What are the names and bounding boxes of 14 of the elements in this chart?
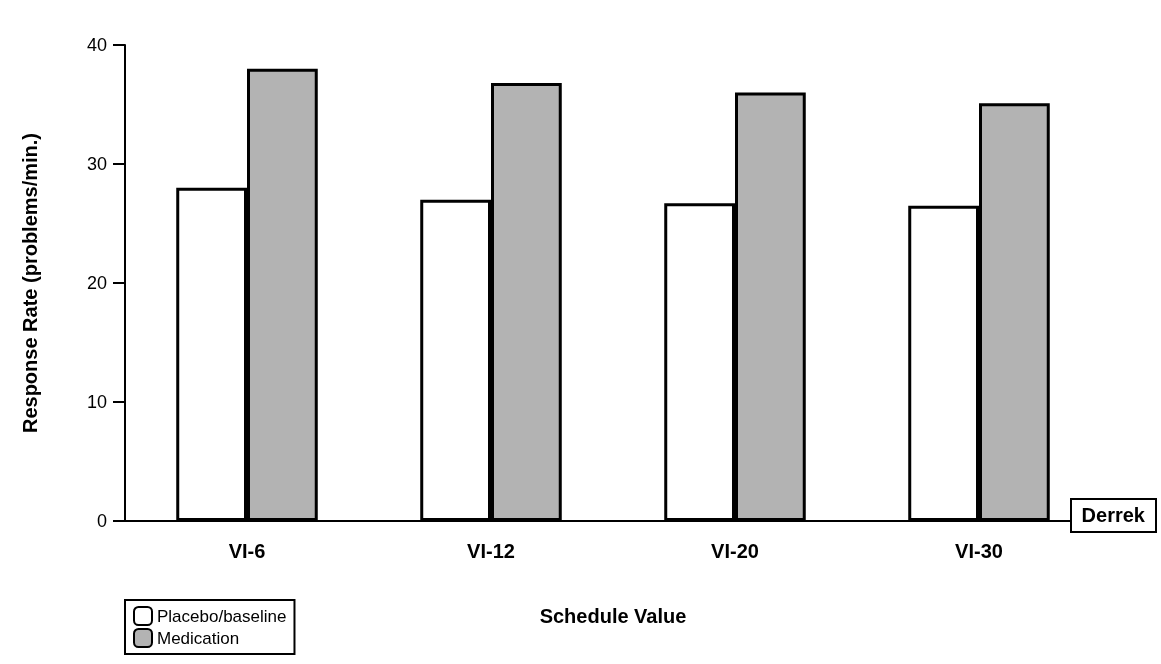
x-tick-label: VI-12 (467, 540, 515, 562)
y-tick-label: 0 (96, 511, 107, 531)
y-tick-label: 40 (86, 35, 107, 55)
legend-label: Medication (157, 628, 240, 648)
annotation: Derrek (1069, 498, 1157, 533)
y-tick-label: 10 (86, 392, 107, 412)
y-tick-label: 20 (86, 273, 107, 293)
x-tick-label: VI-6 (228, 540, 266, 562)
x-tick-label: VI-20 (711, 540, 759, 562)
x-axis-title: Schedule Value (539, 605, 687, 627)
legend-label: Placebo/baseline (157, 606, 287, 626)
y-axis-title: Response Rate (problems/min.) (19, 132, 41, 434)
y-tick-label: 30 (86, 154, 107, 174)
x-tick-label: VI-30 (955, 540, 1003, 562)
